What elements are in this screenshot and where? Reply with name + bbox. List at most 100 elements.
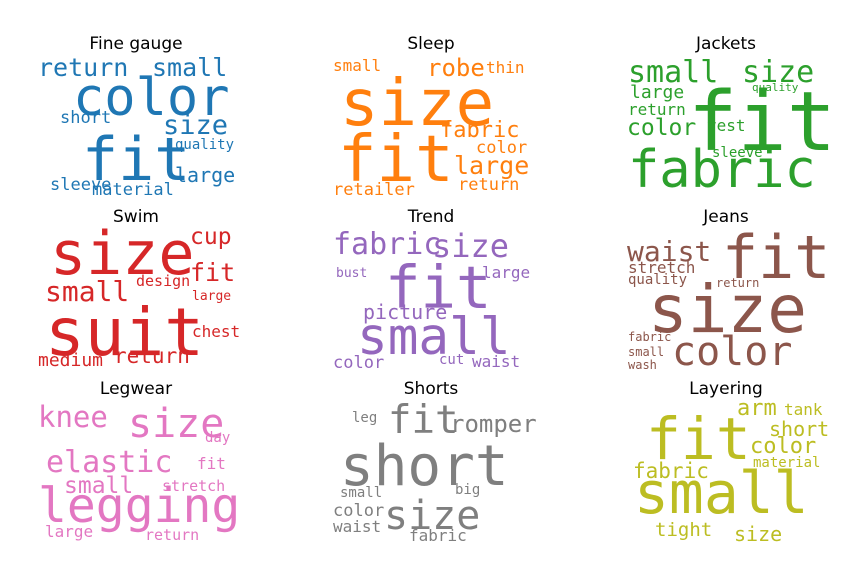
word-jeans-wash: wash (628, 358, 657, 372)
word-sleep-large: large (454, 151, 530, 180)
word-legwear-small: small (64, 473, 134, 499)
word-shorts-short: short (340, 434, 509, 499)
word-shorts-fabric: fabric (409, 526, 467, 545)
word-jackets-quality: quality (752, 81, 799, 94)
word-fine-gauge-size: size (163, 110, 229, 141)
word-fine-gauge-small: small (152, 53, 228, 82)
word-trend-large: large (482, 263, 531, 282)
word-shorts-small: small (340, 485, 383, 501)
word-shorts-size: size (384, 493, 481, 539)
word-layering-fit: fit (646, 405, 751, 473)
panel-title-fine-gauge: Fine gauge (89, 34, 183, 54)
word-legwear-return: return (145, 526, 200, 544)
word-legwear-elastic: elastic (46, 445, 173, 480)
word-sleep-small: small (333, 56, 382, 75)
word-jackets-size: size (742, 55, 815, 90)
word-legwear-day: day (205, 430, 231, 446)
word-swim-large: large (192, 289, 232, 304)
word-swim-medium: medium (38, 350, 104, 371)
word-swim-chest: chest (192, 322, 241, 341)
word-jeans-stretch: stretch (628, 258, 696, 277)
word-layering-material: material (753, 455, 821, 471)
word-jackets-vest: vest (707, 116, 746, 135)
word-legwear-legging: legging (38, 478, 241, 534)
word-swim-size: size (50, 219, 195, 289)
word-swim-fit: fit (190, 258, 236, 287)
word-legwear-size: size (128, 401, 225, 447)
panel-title-shorts: Shorts (403, 379, 459, 399)
word-jeans-quality: quality (628, 272, 688, 288)
word-jackets-small: small (628, 55, 719, 90)
panel-title-layering: Layering (689, 379, 763, 399)
word-trend-fit: fit (385, 253, 492, 322)
word-trend-color: color (333, 353, 385, 373)
word-layering-fabric: fabric (633, 459, 709, 483)
word-jeans-color: color (672, 329, 793, 375)
word-fine-gauge-large: large (175, 163, 236, 187)
panel-title-jackets: Jackets (696, 34, 756, 54)
word-jackets-fabric: fabric (628, 140, 816, 200)
word-layering-color: color (750, 434, 817, 459)
word-sleep-size: size (340, 67, 495, 141)
word-trend-picture: picture (363, 300, 448, 324)
word-trend-size: size (432, 227, 510, 265)
word-trend-bust: bust (336, 266, 368, 281)
word-fine-gauge-short: short (60, 108, 112, 128)
word-trend-small: small (357, 308, 511, 367)
panel-title-legwear: Legwear (99, 379, 173, 399)
word-jeans-size: size (648, 271, 807, 348)
word-jeans-return: return (716, 276, 760, 290)
panel-title-swim: Swim (113, 207, 159, 227)
word-legwear-fit: fit (197, 454, 226, 473)
word-shorts-waist: waist (333, 517, 382, 536)
word-jeans-small: small (628, 345, 665, 359)
word-fine-gauge-material: material (92, 180, 174, 200)
panel-title-sleep: Sleep (407, 34, 455, 54)
word-jackets-sleeve: sleeve (712, 145, 763, 161)
word-jackets-fit: fit (688, 75, 837, 170)
word-layering-arm: arm (737, 396, 777, 421)
word-jackets-large: large (630, 82, 685, 103)
word-swim-cup: cup (190, 224, 232, 250)
word-layering-tight: tight (655, 519, 713, 541)
word-jackets-color: color (627, 115, 697, 141)
word-jeans-fit: fit (722, 223, 831, 293)
word-fine-gauge-fit: fit (82, 125, 191, 195)
word-layering-small: small (634, 459, 809, 527)
word-trend-fabric: fabric (333, 227, 442, 262)
word-swim-suit: suit (45, 294, 204, 371)
panel-title-trend: Trend (407, 207, 455, 227)
word-jackets-return: return (628, 100, 686, 119)
word-legwear-large: large (45, 522, 94, 541)
word-layering-tank: tank (784, 400, 823, 419)
word-sleep-retailer: retailer (333, 180, 415, 200)
word-sleep-return: return (458, 175, 520, 195)
word-swim-return: return (114, 344, 190, 368)
word-shorts-big: big (455, 482, 481, 498)
word-fine-gauge-color: color (73, 68, 230, 128)
word-layering-short: short (769, 417, 830, 441)
word-layering-size: size (734, 522, 783, 546)
word-fine-gauge-sleeve: sleeve (50, 175, 112, 195)
word-legwear-knee: knee (38, 400, 108, 434)
word-jeans-waist: waist (627, 235, 712, 268)
word-fine-gauge-quality: quality (175, 137, 235, 153)
word-sleep-color: color (476, 138, 528, 158)
word-shorts-color: color (333, 501, 385, 521)
word-sleep-fit: fit (338, 123, 454, 197)
word-swim-small: small (45, 275, 130, 308)
word-sleep-thin: thin (486, 58, 525, 77)
word-shorts-fit: fit (388, 398, 459, 443)
word-jeans-fabric: fabric (628, 330, 672, 344)
word-fine-gauge-return: return (38, 53, 129, 82)
panel-title-jeans: Jeans (703, 207, 749, 227)
word-shorts-leg: leg (352, 410, 378, 426)
word-swim-design: design (136, 272, 191, 290)
word-shorts-romper: romper (450, 410, 537, 438)
word-sleep-robe: robe (427, 54, 485, 82)
word-sleep-fabric: fabric (440, 118, 520, 143)
word-trend-waist: waist (472, 352, 521, 371)
word-legwear-stretch: stretch (162, 477, 226, 495)
word-trend-cut: cut (439, 352, 465, 368)
